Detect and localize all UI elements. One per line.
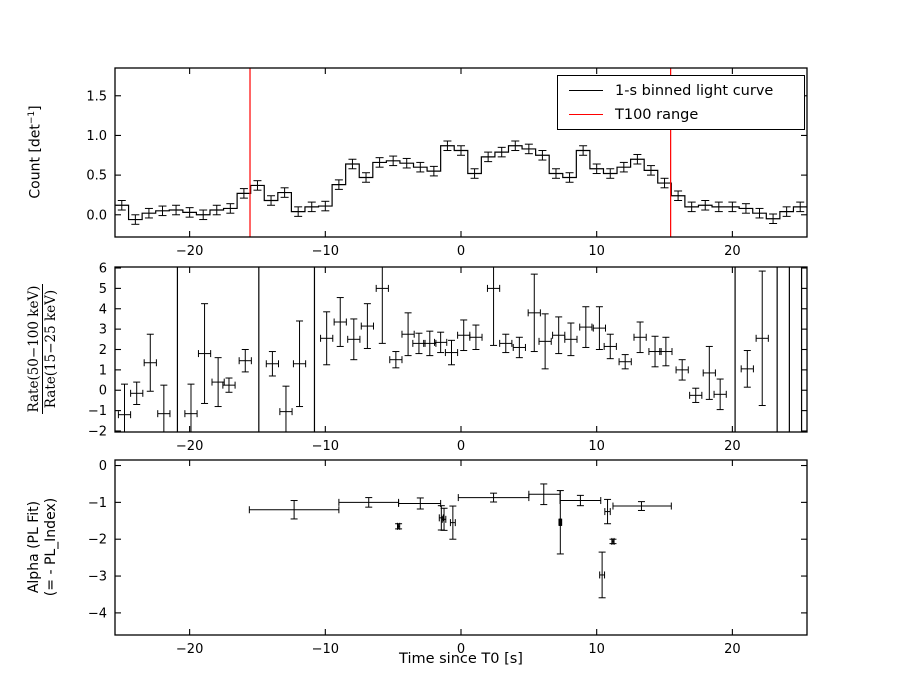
panel-alpha-pl-fit — [248, 483, 672, 599]
y-tick-label: 0.0 — [86, 208, 107, 223]
x-tick-label: −20 — [176, 439, 203, 454]
x-tick-label: −10 — [312, 244, 339, 259]
legend-label: 1-s binned light curve — [615, 82, 774, 99]
time-axis-label: Time since T0 [s] — [399, 651, 523, 667]
legend-box: 1-s binned light curve T100 range — [557, 75, 805, 130]
legend-label: T100 range — [615, 106, 699, 123]
alpha-axis-label: Alpha (PL Fit) (= - PL_Index) — [26, 475, 60, 619]
y-tick-label: −1 — [88, 404, 107, 419]
x-tick-label: −10 — [312, 439, 339, 454]
y-tick-label: 4 — [99, 302, 107, 317]
y-tick-label: −3 — [88, 570, 107, 585]
x-tick-label: 0 — [457, 642, 465, 657]
x-tick-label: 0 — [457, 244, 465, 259]
alpha-axis-label-line1: Alpha (PL Fit) — [26, 500, 42, 594]
x-tick-label: 20 — [724, 439, 741, 454]
y-tick-label: 0.5 — [86, 169, 107, 184]
rate-ratio-denominator: Rate(15−25 keV) — [43, 289, 59, 409]
legend-entry-light-curve: 1-s binned light curve — [558, 81, 804, 100]
y-tick-label: −2 — [88, 424, 107, 439]
x-tick-label: 20 — [724, 642, 741, 657]
y-tick-label: 1.5 — [86, 89, 107, 104]
y-tick-label: 2 — [99, 343, 107, 358]
y-tick-label: −4 — [88, 606, 107, 621]
rate-ratio-numerator: Rate(50−100 keV) — [26, 283, 43, 415]
y-tick-label: 5 — [99, 282, 107, 297]
legend-line-sample — [569, 90, 603, 91]
panel-border — [114, 459, 808, 636]
x-tick-label: −10 — [312, 642, 339, 657]
legend-line-sample — [569, 114, 603, 115]
panel-hardness-ratio — [117, 267, 803, 432]
x-tick-label: 10 — [588, 642, 605, 657]
y-tick-label: 0 — [99, 459, 107, 474]
x-tick-label: 0 — [457, 439, 465, 454]
alpha-axis-label-line2: (= - PL_Index) — [43, 497, 59, 597]
y-tick-label: 3 — [99, 323, 107, 338]
superscript-minus-one: −1 — [27, 110, 37, 125]
rate-ratio-axis-label: Rate(50−100 keV) Rate(15−25 keV) — [26, 270, 60, 428]
x-tick-label: −20 — [176, 244, 203, 259]
panel-border — [114, 266, 808, 433]
y-tick-label: 6 — [99, 262, 107, 277]
light-curve-step — [115, 145, 807, 221]
legend-entry-t100: T100 range — [558, 105, 804, 124]
panel-light-curve — [115, 68, 807, 237]
y-tick-label: 1.0 — [86, 129, 107, 144]
y-tick-label: −2 — [88, 533, 107, 548]
y-tick-label: 1 — [99, 363, 107, 378]
count-axis-label: Count [det−1] — [27, 105, 44, 199]
x-tick-label: 20 — [724, 244, 741, 259]
x-tick-label: −20 — [176, 642, 203, 657]
x-tick-label: 10 — [588, 244, 605, 259]
y-tick-label: −1 — [88, 496, 107, 511]
y-tick-label: 0 — [99, 384, 107, 399]
x-tick-label: 10 — [588, 439, 605, 454]
